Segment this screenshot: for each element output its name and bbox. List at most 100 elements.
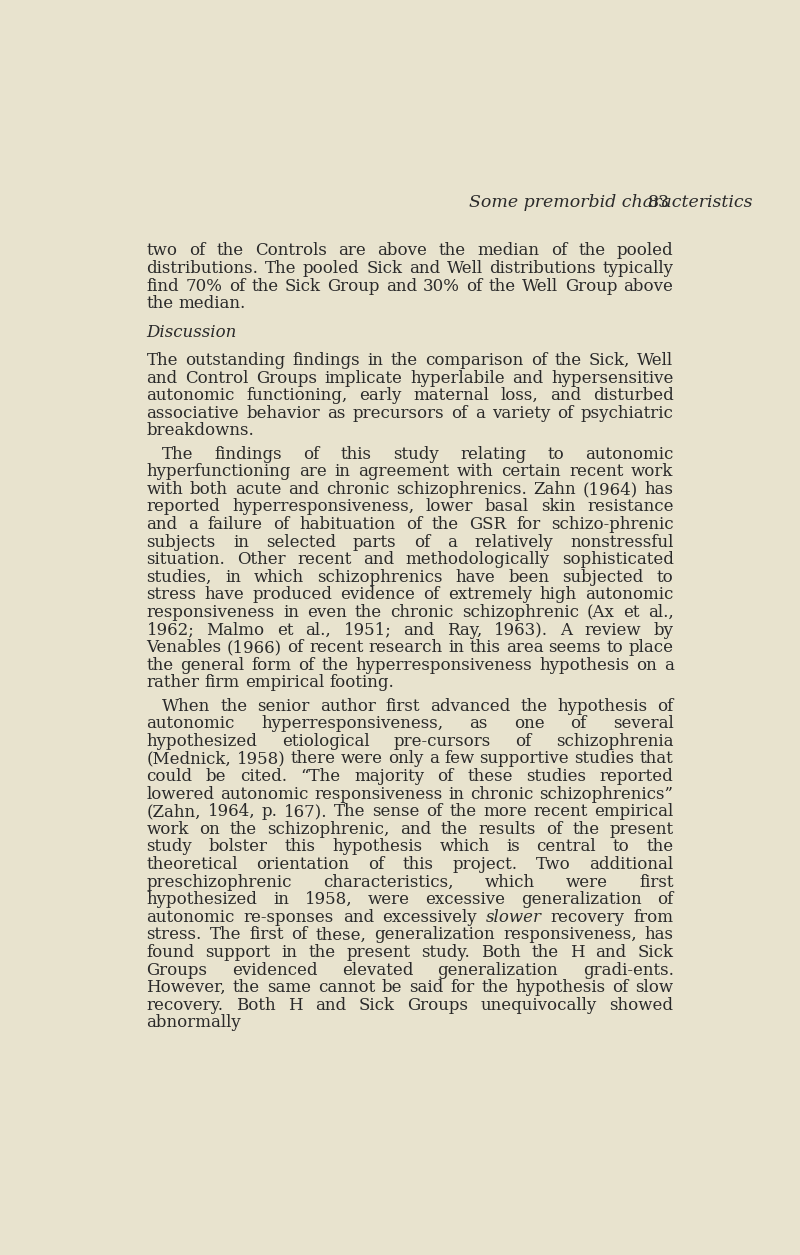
- Text: Malmo: Malmo: [206, 621, 265, 639]
- Text: the: the: [438, 242, 466, 260]
- Text: to: to: [657, 569, 674, 586]
- Text: the: the: [146, 656, 174, 674]
- Text: are: are: [298, 463, 326, 481]
- Text: schizophrenic,: schizophrenic,: [267, 821, 390, 838]
- Text: elevated: elevated: [342, 961, 413, 979]
- Text: al.,: al.,: [306, 621, 331, 639]
- Text: on: on: [636, 656, 657, 674]
- Text: empirical: empirical: [245, 674, 324, 692]
- Text: of: of: [438, 768, 454, 786]
- Text: the: the: [390, 351, 418, 369]
- Text: hyperresponsiveness,: hyperresponsiveness,: [261, 715, 443, 733]
- Text: more: more: [483, 803, 526, 821]
- Text: Well: Well: [522, 277, 558, 295]
- Text: chronic: chronic: [470, 786, 534, 803]
- Text: et: et: [277, 621, 294, 639]
- Text: same: same: [267, 979, 311, 996]
- Text: studies,: studies,: [146, 569, 212, 586]
- Text: has: has: [645, 926, 674, 944]
- Text: several: several: [613, 715, 674, 733]
- Text: found: found: [146, 944, 194, 961]
- Text: A: A: [561, 621, 573, 639]
- Text: in: in: [233, 533, 249, 551]
- Text: have: have: [455, 569, 495, 586]
- Text: of: of: [612, 979, 629, 996]
- Text: responsiveness,: responsiveness,: [503, 926, 637, 944]
- Text: both: both: [190, 481, 228, 498]
- Text: and: and: [403, 621, 434, 639]
- Text: The: The: [334, 803, 366, 821]
- Text: first: first: [386, 698, 420, 715]
- Text: When: When: [162, 698, 210, 715]
- Text: relating: relating: [460, 446, 526, 463]
- Text: results: results: [478, 821, 535, 838]
- Text: of: of: [287, 639, 304, 656]
- Text: hypothesis: hypothesis: [515, 979, 606, 996]
- Text: footing.: footing.: [330, 674, 394, 692]
- Text: “The: “The: [301, 768, 341, 786]
- Text: The: The: [265, 260, 297, 277]
- Text: subjected: subjected: [562, 569, 644, 586]
- Text: to: to: [606, 639, 623, 656]
- Text: Venables: Venables: [146, 639, 222, 656]
- Text: firm: firm: [205, 674, 240, 692]
- Text: supportive: supportive: [479, 750, 569, 768]
- Text: said: said: [409, 979, 443, 996]
- Text: been: been: [508, 569, 550, 586]
- Text: sophisticated: sophisticated: [562, 551, 674, 569]
- Text: senior: senior: [258, 698, 310, 715]
- Text: the: the: [309, 944, 335, 961]
- Text: were: were: [368, 891, 410, 909]
- Text: and: and: [400, 821, 431, 838]
- Text: chronic: chronic: [326, 481, 389, 498]
- Text: produced: produced: [253, 586, 332, 604]
- Text: excessive: excessive: [426, 891, 506, 909]
- Text: be: be: [382, 979, 402, 996]
- Text: stress: stress: [146, 586, 197, 604]
- Text: 1958,: 1958,: [305, 891, 352, 909]
- Text: there: there: [290, 750, 335, 768]
- Text: which: which: [439, 838, 490, 856]
- Text: seems: seems: [549, 639, 601, 656]
- Text: general: general: [181, 656, 245, 674]
- Text: of: of: [426, 803, 442, 821]
- Text: in: in: [448, 639, 464, 656]
- Text: schizophrenic: schizophrenic: [462, 604, 579, 621]
- Text: in: in: [225, 569, 241, 586]
- Text: lowered: lowered: [146, 786, 214, 803]
- Text: project.: project.: [453, 856, 518, 873]
- Text: cannot: cannot: [318, 979, 375, 996]
- Text: additional: additional: [590, 856, 674, 873]
- Text: outstanding: outstanding: [186, 351, 286, 369]
- Text: on: on: [199, 821, 220, 838]
- Text: the: the: [230, 821, 257, 838]
- Text: pooled: pooled: [303, 260, 360, 277]
- Text: has: has: [645, 481, 674, 498]
- Text: in: in: [334, 463, 350, 481]
- Text: cited.: cited.: [240, 768, 287, 786]
- Text: find: find: [146, 277, 179, 295]
- Text: recovery: recovery: [550, 909, 625, 926]
- Text: evidenced: evidenced: [232, 961, 318, 979]
- Text: The: The: [162, 446, 194, 463]
- Text: generalization: generalization: [438, 961, 558, 979]
- Text: the: the: [322, 656, 349, 674]
- Text: of: of: [406, 516, 422, 533]
- Text: be: be: [206, 768, 226, 786]
- Text: schizophrenics.: schizophrenics.: [396, 481, 526, 498]
- Text: generalization: generalization: [521, 891, 642, 909]
- Text: that: that: [640, 750, 674, 768]
- Text: autonomic: autonomic: [585, 446, 674, 463]
- Text: in: in: [273, 891, 289, 909]
- Text: lower: lower: [426, 498, 474, 516]
- Text: 1951;: 1951;: [343, 621, 391, 639]
- Text: Both: Both: [482, 944, 521, 961]
- Text: few: few: [444, 750, 474, 768]
- Text: distributions.: distributions.: [146, 260, 258, 277]
- Text: were: were: [341, 750, 383, 768]
- Text: the: the: [146, 295, 174, 312]
- Text: as: as: [469, 715, 487, 733]
- Text: the: the: [532, 944, 559, 961]
- Text: Groups: Groups: [256, 369, 317, 387]
- Text: hypothesis: hypothesis: [539, 656, 629, 674]
